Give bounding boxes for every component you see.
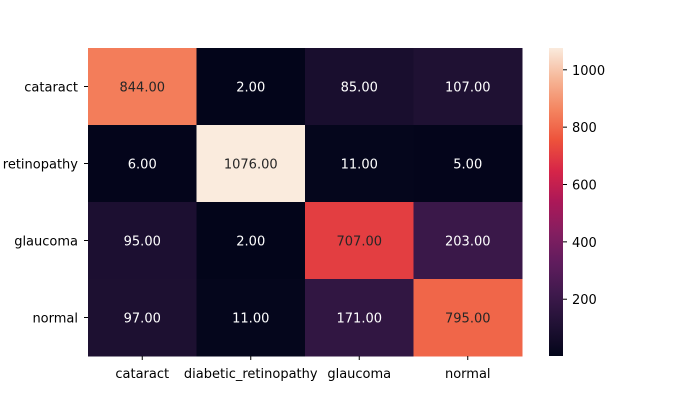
y-axis-ticks: cataract retinopathy glaucoma normal <box>3 81 88 327</box>
colorbar-tick-label: 600 <box>572 179 597 194</box>
cell-value-label: 2.00 <box>236 81 265 96</box>
cell-value-label: 97.00 <box>124 312 161 327</box>
cell-value-label: 6.00 <box>128 158 157 173</box>
cell-value-label: 707.00 <box>337 235 383 250</box>
heatmap-cell-1-0 <box>88 125 197 203</box>
colorbar-tick-label: 200 <box>572 293 597 308</box>
cell-value-label: 844.00 <box>120 81 166 96</box>
heatmap-cell-1-1 <box>196 125 306 203</box>
x-tick-label: normal <box>445 367 491 382</box>
heatmap-cell-3-1 <box>196 279 306 357</box>
colorbar-tick-label: 800 <box>572 121 597 136</box>
heatmap-cell-2-3 <box>413 202 523 280</box>
heatmap-cell-2-2 <box>305 202 414 280</box>
y-tick-label: glaucoma <box>14 235 78 250</box>
x-tick-label: glaucoma <box>327 367 391 382</box>
y-tick-label: normal <box>32 312 78 327</box>
colorbar <box>549 48 563 356</box>
colorbar-tick-label: 400 <box>572 236 597 251</box>
heatmap-cell-2-1 <box>196 202 306 280</box>
heatmap-cell-3-0 <box>88 279 197 357</box>
x-tick-label: cataract <box>115 367 169 382</box>
heatmap-cell-0-1 <box>196 48 306 126</box>
heatmap-cell-3-3 <box>413 279 523 357</box>
heatmap-cell-3-2 <box>305 279 414 357</box>
cell-value-label: 107.00 <box>445 81 491 96</box>
cell-value-label: 795.00 <box>445 312 491 327</box>
x-axis-ticks: cataract diabetic_retinopathy glaucoma norm… <box>115 356 491 382</box>
cell-value-label: 95.00 <box>124 235 161 250</box>
colorbar-tick-label: 1000 <box>572 64 605 79</box>
heatmap-cell-1-2 <box>305 125 414 203</box>
cell-value-label: 2.00 <box>236 235 265 250</box>
heatmap-cell-labels: 844.00 2.00 85.00 107.00 6.00 1076.00 11.00 5.0… <box>120 81 491 327</box>
heatmap-cell-2-0 <box>88 202 197 280</box>
y-tick-label: cataract <box>24 81 78 96</box>
cell-value-label: 1076.00 <box>224 158 278 173</box>
colorbar-ticks: 200 400 600 800 1000 <box>563 64 605 308</box>
heatmap-cell-0-3 <box>413 48 523 126</box>
x-tick-label: diabetic_retinopathy <box>184 367 318 382</box>
cell-value-label: 5.00 <box>453 158 482 173</box>
cell-value-label: 11.00 <box>341 158 378 173</box>
heatmap-cell-0-0 <box>88 48 197 126</box>
heatmap-cell-0-2 <box>305 48 414 126</box>
cell-value-label: 203.00 <box>445 235 491 250</box>
cell-value-label: 11.00 <box>232 312 269 327</box>
cell-value-label: 85.00 <box>341 81 378 96</box>
heatmap-cell-1-3 <box>413 125 523 203</box>
cell-value-label: 171.00 <box>337 312 383 327</box>
y-tick-label: retinopathy <box>3 158 79 173</box>
heatmap-cells <box>88 48 523 357</box>
